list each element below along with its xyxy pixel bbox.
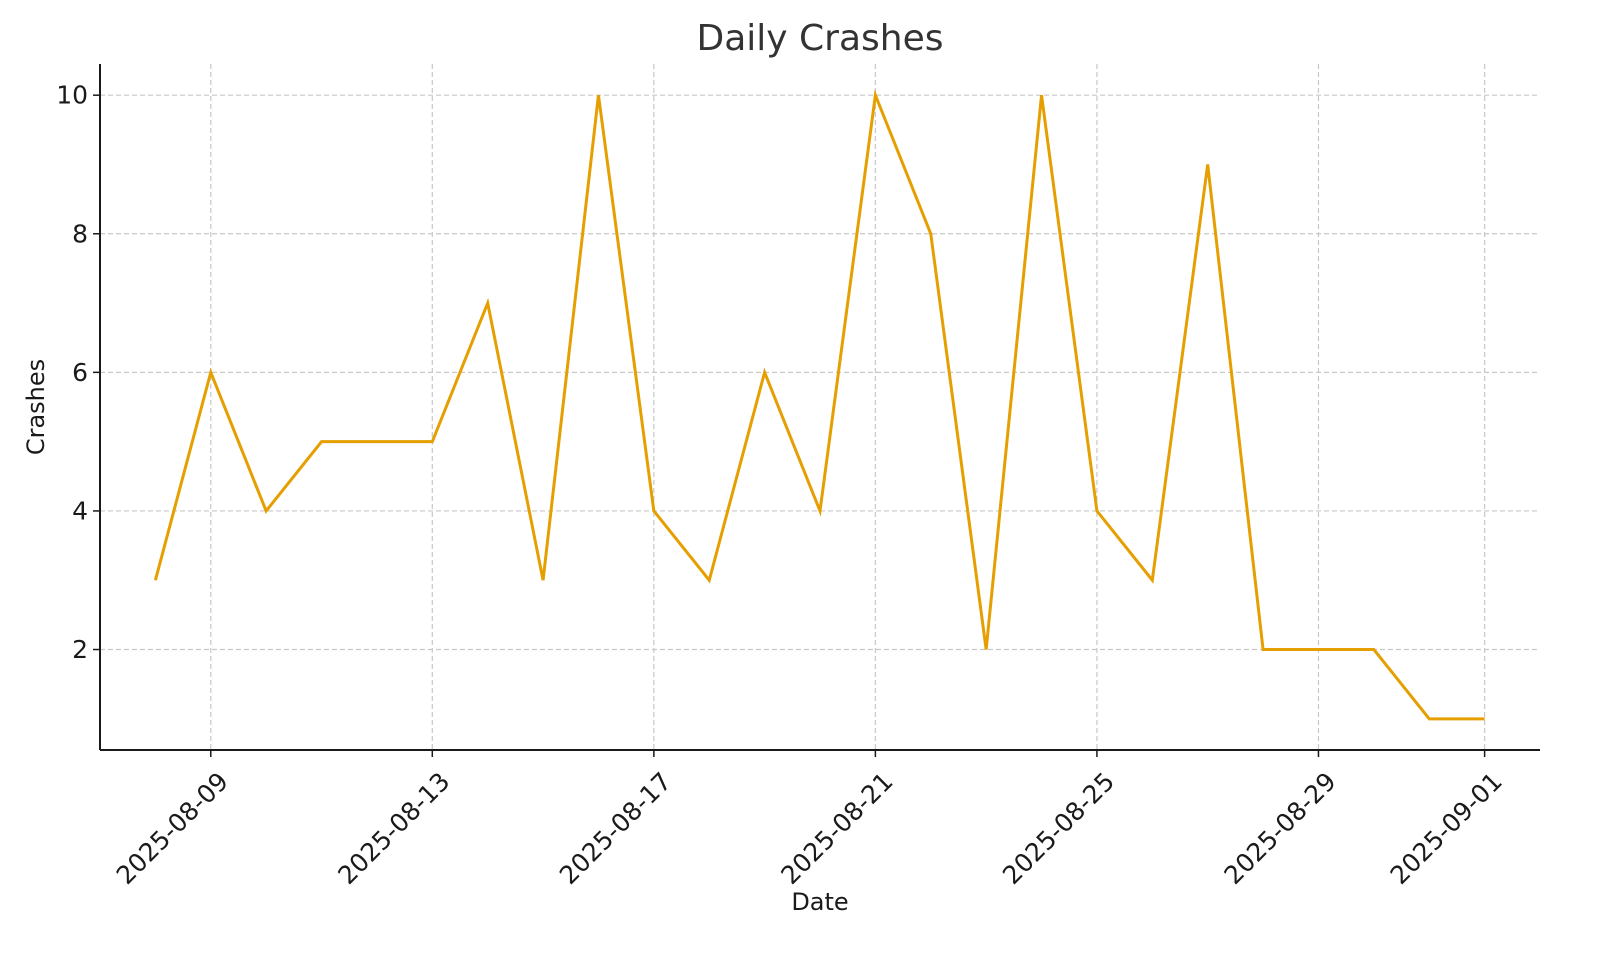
axes	[99, 64, 1540, 751]
y-tick-label: 4	[72, 496, 88, 525]
y-axis-ticks: 2 4 6 8 10	[56, 81, 100, 664]
series-group	[153, 89, 1485, 721]
x-tick-label: 2025-08-09	[111, 767, 234, 890]
x-axis-ticks: 2025-08-09 2025-08-13 2025-08-17 2025-08-21…	[111, 750, 1508, 890]
chart-title: Daily Crashes	[696, 18, 943, 59]
series-line	[153, 89, 1485, 721]
x-tick-label: 2025-08-13	[332, 767, 455, 890]
x-axis-title: Date	[791, 888, 848, 916]
y-tick-label: 6	[72, 358, 88, 387]
x-tick-label: 2025-08-29	[1218, 767, 1341, 890]
x-tick-label: 2025-08-17	[554, 767, 677, 890]
y-axis-title: Crashes	[22, 359, 50, 455]
y-tick-label: 8	[72, 219, 88, 248]
x-tick-label: 2025-08-21	[775, 767, 898, 890]
grid	[100, 64, 1540, 750]
x-tick-label: 2025-08-25	[997, 767, 1120, 890]
x-tick-label: 2025-09-01	[1385, 767, 1508, 890]
y-tick-label: 2	[72, 635, 88, 664]
y-tick-label: 10	[56, 81, 88, 110]
